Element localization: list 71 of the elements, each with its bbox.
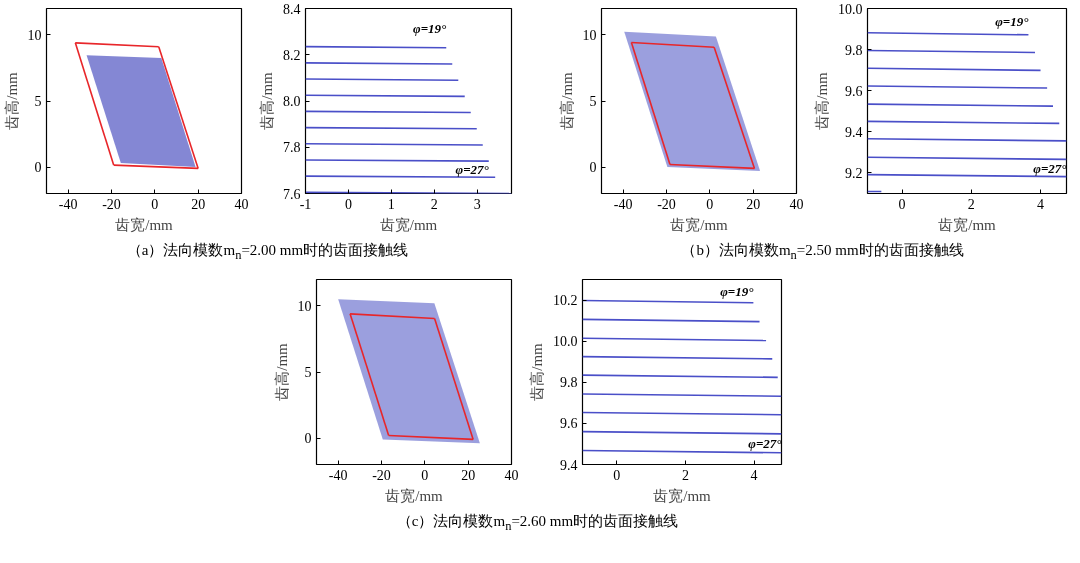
x-tick-label: 0 [898, 196, 906, 212]
x-tick-label: 2 [967, 196, 975, 212]
y-tick-label: 5 [304, 365, 312, 380]
x-tick-label: 4 [750, 467, 758, 483]
y-axis-title: 齿高/mm [3, 71, 20, 130]
x-tick-label: 40 [234, 196, 249, 212]
y-tick-label: 10.2 [553, 293, 578, 309]
y-tick-label: 10 [27, 27, 42, 43]
annotation: φ=19° [720, 283, 755, 299]
y-tick-label: 5 [589, 94, 597, 109]
y-tick-label: 9.2 [845, 165, 863, 181]
x-tick-label: 40 [504, 467, 519, 483]
annotation: φ=27° [455, 161, 490, 177]
x-tick-label: 40 [789, 196, 804, 212]
x-tick-label: 0 [706, 196, 714, 212]
annotation: φ=27° [748, 435, 783, 451]
annotation: φ=19° [413, 20, 448, 36]
y-axis-title: 齿高/mm [259, 71, 275, 130]
x-tick-label: 20 [461, 467, 476, 483]
x-axis-title: 齿宽/mm [379, 216, 438, 233]
y-tick-label: 8.4 [283, 1, 301, 17]
y-axis-title: 齿高/mm [273, 342, 290, 401]
x-tick-label: 0 [613, 467, 621, 483]
y-tick-label: 0 [34, 160, 42, 176]
y-tick-label: 10.0 [553, 334, 578, 350]
x-axis-title: 齿宽/mm [385, 487, 444, 504]
x-tick-label: 0 [344, 196, 352, 212]
y-tick-label: 9.8 [560, 375, 578, 391]
y-tick-label: 7.8 [283, 140, 301, 156]
y-axis-title: 齿高/mm [814, 71, 830, 130]
x-axis-title: 齿宽/mm [938, 216, 997, 233]
text: （c）法向模数m$_{n}$=2.60 mm时的齿面接触线 [396, 512, 679, 535]
x-axis-title: 齿宽/mm [653, 487, 712, 504]
y-tick-label: 9.8 [845, 42, 863, 58]
x-tick-label: 20 [746, 196, 761, 212]
x-axis-title: 齿宽/mm [115, 216, 174, 233]
x-tick-label: 3 [473, 196, 481, 212]
text: （a）法向模数m$_{n}$=2.00 mm时的齿面接触线 [126, 241, 409, 264]
y-axis-title: 齿高/mm [558, 71, 575, 130]
x-tick-label: 2 [430, 196, 438, 212]
y-tick-label: 0 [304, 431, 312, 447]
y-tick-label: 10 [297, 298, 312, 314]
x-axis-title: 齿宽/mm [670, 216, 729, 233]
y-tick-label: 8.2 [283, 47, 301, 63]
x-tick-label: -40 [58, 196, 78, 212]
x-tick-label: -20 [102, 196, 121, 212]
x-tick-label: 1 [387, 196, 395, 212]
text: （b）法向模数m$_{n}$=2.50 mm时的齿面接触线 [681, 241, 964, 264]
y-tick-label: 0 [589, 160, 597, 176]
x-tick-label: 20 [191, 196, 206, 212]
x-tick-label: -40 [328, 467, 348, 483]
y-tick-label: 8.0 [283, 94, 301, 109]
x-tick-label: 0 [151, 196, 159, 212]
x-tick-label: -1 [299, 196, 312, 212]
y-tick-label: 9.6 [845, 83, 863, 99]
x-tick-label: -20 [657, 196, 676, 212]
y-tick-label: 9.6 [560, 416, 578, 432]
y-tick-label: 5 [34, 94, 42, 109]
y-tick-label: 9.4 [560, 457, 578, 473]
x-tick-label: -40 [613, 196, 633, 212]
y-tick-label: 9.4 [845, 124, 863, 140]
x-tick-label: 2 [681, 467, 689, 483]
x-tick-label: 4 [1037, 196, 1045, 212]
y-tick-label: 10.0 [838, 1, 863, 17]
y-tick-label: 10 [582, 27, 597, 43]
x-tick-label: -20 [372, 467, 391, 483]
annotation: φ=19° [995, 14, 1030, 30]
annotation: φ=27° [1033, 160, 1068, 176]
y-axis-title: 齿高/mm [529, 342, 545, 401]
x-tick-label: 0 [421, 467, 429, 483]
y-tick-label: 7.6 [283, 186, 301, 202]
